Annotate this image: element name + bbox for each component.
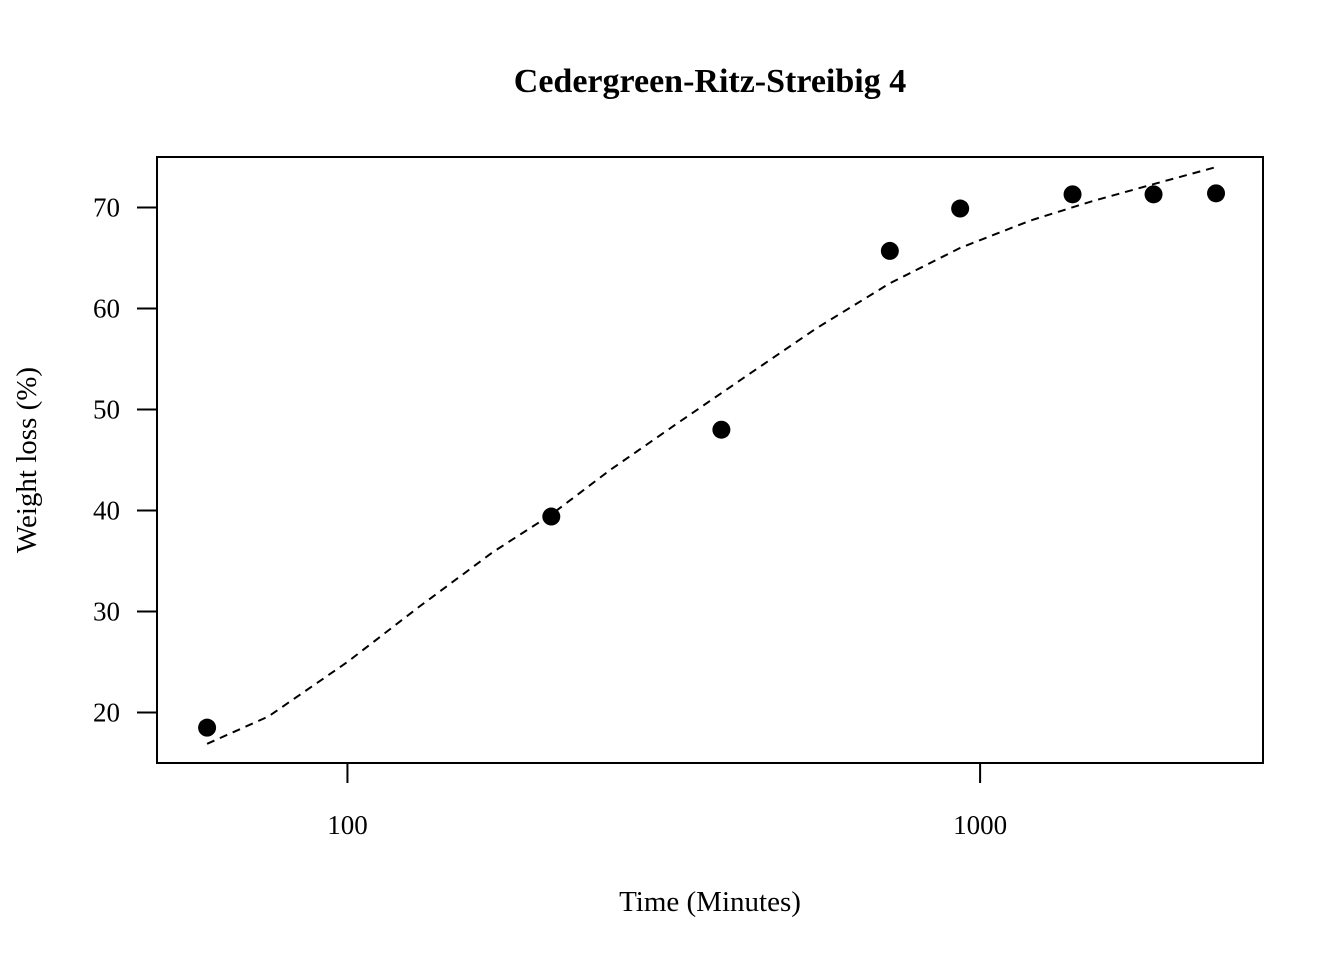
y-axis: 20 30 40 50 60 70 [93, 193, 157, 728]
y-tick-label-2: 40 [93, 496, 120, 526]
data-point-7 [1207, 184, 1226, 203]
y-tick-label-0: 20 [93, 698, 120, 728]
data-points [198, 184, 1226, 737]
chart-title: Cedergreen-Ritz-Streibig 4 [514, 63, 906, 100]
x-axis-label: Time (Minutes) [619, 886, 801, 918]
data-point-1 [542, 507, 561, 526]
data-point-5 [1063, 185, 1082, 204]
y-tick-label-1: 30 [93, 597, 120, 627]
y-tick-label-3: 50 [93, 395, 120, 425]
data-point-4 [951, 199, 970, 218]
plot-frame [156, 156, 1264, 764]
fitted-curve [206, 166, 1217, 745]
y-axis-label: Weight loss (%) [11, 367, 43, 553]
data-point-6 [1144, 185, 1163, 204]
x-tick-label-0: 100 [327, 810, 368, 840]
y-tick-label-5: 70 [93, 193, 120, 223]
x-tick-label-1: 1000 [953, 810, 1007, 840]
x-axis: 100 1000 [327, 763, 1007, 840]
data-point-2 [712, 420, 731, 439]
y-tick-label-4: 60 [93, 294, 120, 324]
data-point-3 [880, 241, 899, 260]
data-point-0 [198, 718, 217, 737]
